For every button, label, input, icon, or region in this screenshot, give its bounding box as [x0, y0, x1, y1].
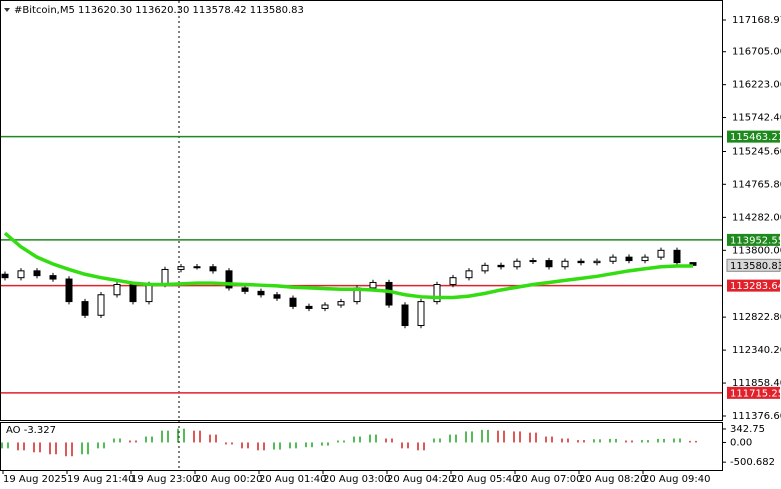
- y-tick-label: 117168.97: [732, 15, 781, 26]
- symbol-icon: [4, 8, 10, 12]
- candle-body: [49, 275, 57, 280]
- y-tick-label: 115245.60: [732, 146, 781, 157]
- level-label: 113952.55: [730, 235, 781, 246]
- candle-body: [497, 264, 505, 268]
- y-tick-label: 114765.80: [732, 179, 781, 190]
- candle-body: [145, 284, 153, 303]
- chart-title: #Bitcoin,M5 113620.30 113620.30 113578.4…: [14, 5, 304, 16]
- candle-body: [193, 266, 201, 269]
- candle-body: [609, 256, 617, 262]
- candle-body: [81, 301, 89, 316]
- candle-body: [641, 256, 649, 262]
- indicator-panel-frame: [0, 422, 723, 471]
- x-tick-label: 20 Aug 05:40: [451, 474, 518, 485]
- candle-body: [305, 305, 313, 309]
- indicator-y-tick-label: 0.00: [730, 437, 752, 448]
- candle-body: [33, 270, 41, 277]
- candle-body: [545, 260, 553, 268]
- candle-body: [273, 294, 281, 299]
- candle-body: [241, 287, 249, 292]
- x-tick-label: 20 Aug 09:40: [643, 474, 710, 485]
- candle-body: [1, 273, 9, 279]
- current-price-box: [726, 258, 781, 272]
- candle-body: [177, 266, 185, 270]
- candle-body: [417, 301, 425, 327]
- x-tick-label: 19 Aug 21:40: [67, 474, 134, 485]
- x-tick-label: 20 Aug 03:00: [323, 474, 390, 485]
- candle-body: [449, 277, 457, 286]
- level-label: 113283.64: [730, 281, 781, 292]
- candle-body: [321, 304, 329, 309]
- candle-body: [513, 260, 521, 268]
- candle-body: [657, 249, 665, 258]
- candle-body: [401, 304, 409, 327]
- indicator-y-tick-label: -500.682: [730, 457, 775, 468]
- candle-body: [161, 268, 169, 286]
- y-tick-label: 111376.60: [732, 411, 781, 422]
- candle-body: [225, 270, 233, 289]
- x-tick-label: 20 Aug 00:20: [195, 474, 262, 485]
- y-tick-label: 116705.00: [732, 47, 781, 58]
- candle-body: [129, 284, 137, 303]
- level-label-box: [727, 386, 780, 399]
- indicator-y-tick-label: 342.75: [730, 424, 765, 435]
- candle-body: [113, 284, 121, 296]
- candle-body: [337, 301, 345, 306]
- candle-body: [17, 270, 25, 279]
- candle-body: [65, 278, 73, 303]
- y-tick-label: 114282.00: [732, 212, 781, 223]
- candle-body: [529, 260, 537, 263]
- level-label-box: [727, 130, 780, 143]
- y-tick-label: 116223.06: [732, 80, 781, 91]
- candle-body: [561, 260, 569, 268]
- level-label: 111715.25: [730, 388, 781, 399]
- x-tick-label: 19 Aug 2025: [3, 474, 67, 485]
- candle-body: [97, 294, 105, 316]
- candle-body: [289, 297, 297, 307]
- candle-body: [465, 270, 473, 279]
- x-tick-label: 20 Aug 04:20: [387, 474, 454, 485]
- moving-average: [3, 231, 693, 300]
- current-price-label: 113580.83: [730, 261, 781, 272]
- level-label-box: [727, 279, 780, 292]
- y-tick-label: 115742.40: [732, 113, 781, 124]
- candle-body: [577, 260, 585, 264]
- candle-body: [369, 281, 377, 289]
- candle-body: [481, 264, 489, 272]
- x-tick-label: 19 Aug 23:00: [131, 474, 198, 485]
- y-tick-label: 111858.40: [732, 378, 781, 389]
- x-tick-label: 20 Aug 07:00: [515, 474, 582, 485]
- indicator-label: AO -3.327: [6, 425, 56, 436]
- candle-body: [433, 284, 441, 303]
- x-tick-label: 20 Aug 08:20: [579, 474, 646, 485]
- main-panel-frame: [0, 0, 723, 421]
- y-tick-label: 112340.20: [732, 345, 781, 356]
- candle-body: [385, 281, 393, 306]
- x-tick-label: 20 Aug 01:40: [259, 474, 326, 485]
- candle-body: [257, 290, 265, 296]
- candle-body: [593, 260, 601, 264]
- candle-body: [209, 266, 217, 272]
- candle-body: [673, 249, 681, 264]
- level-label-box: [727, 233, 780, 246]
- y-tick-label: 112822.80: [732, 312, 781, 323]
- level-label: 115463.21: [730, 132, 781, 143]
- y-tick-label: 113800.00: [732, 245, 781, 256]
- candle-body: [625, 256, 633, 262]
